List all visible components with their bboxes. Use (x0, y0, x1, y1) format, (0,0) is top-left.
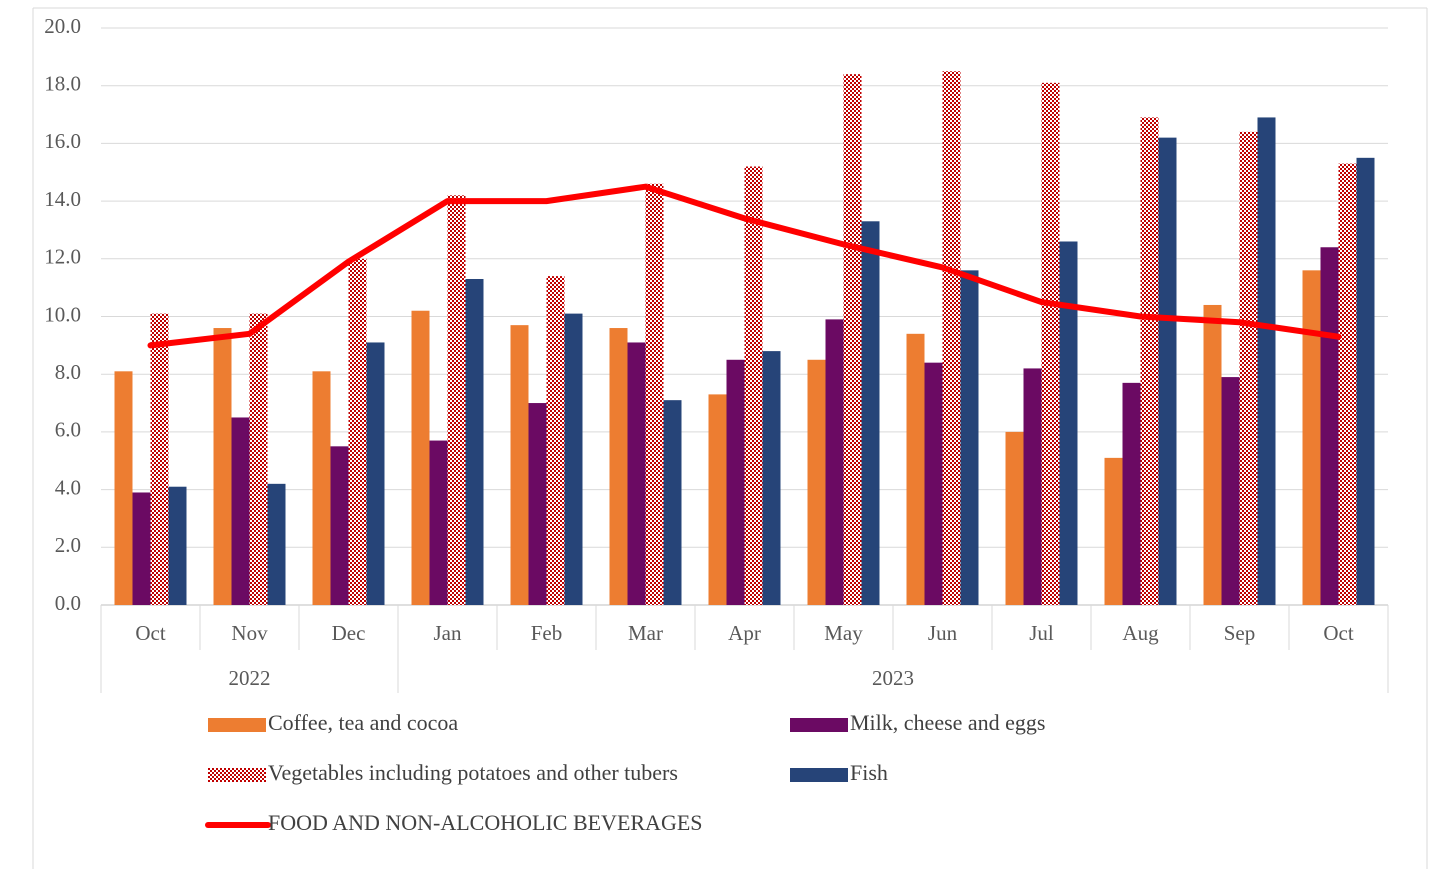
x-tick-label: Feb (531, 621, 563, 645)
x-tick-label: Aug (1122, 621, 1159, 645)
bar (231, 417, 250, 605)
bar (1203, 304, 1222, 605)
x-tick-label: Jun (928, 621, 958, 645)
y-tick-label: 18.0 (44, 72, 81, 96)
x-tick-label: Oct (1323, 621, 1353, 645)
bar (132, 492, 151, 605)
bar (645, 183, 664, 606)
bar (213, 328, 232, 605)
bar (942, 71, 961, 605)
x-tick-label: Oct (135, 621, 165, 645)
y-tick-label: 10.0 (44, 302, 81, 326)
bar (906, 333, 925, 605)
bar (312, 371, 331, 605)
bar (1023, 368, 1042, 605)
bar (1320, 247, 1339, 605)
bar (663, 400, 682, 605)
y-tick-label: 4.0 (55, 475, 81, 499)
bar (627, 342, 646, 605)
bar (1356, 157, 1375, 605)
bar (1140, 117, 1159, 605)
bar (528, 403, 547, 605)
bar (807, 359, 826, 605)
bar (825, 319, 844, 605)
bar (168, 486, 187, 605)
bar (609, 328, 628, 605)
y-tick-label: 14.0 (44, 187, 81, 211)
bar (1041, 82, 1060, 605)
y-tick-label: 8.0 (55, 360, 81, 384)
bar (366, 342, 385, 605)
legend-swatch (790, 768, 848, 782)
x-tick-label: Dec (332, 621, 366, 645)
bar (465, 278, 484, 605)
x-tick-label: Apr (728, 621, 761, 645)
group-label: 2022 (229, 666, 271, 690)
legend-label: Coffee, tea and cocoa (268, 710, 458, 735)
bar (1059, 241, 1078, 606)
bar (1338, 163, 1357, 605)
bar (960, 270, 979, 605)
line (147, 183, 1342, 349)
bar (1302, 270, 1321, 605)
bar (510, 325, 529, 605)
legend-label: Fish (850, 760, 888, 785)
legend-label: Milk, cheese and eggs (850, 710, 1046, 735)
bar (348, 258, 367, 605)
bar (150, 313, 169, 605)
bar (249, 313, 268, 605)
bar (1158, 137, 1177, 605)
bar (924, 362, 943, 605)
x-tick-label: May (824, 621, 863, 645)
bar (762, 351, 781, 605)
bar (114, 371, 133, 605)
x-tick-label: Jul (1029, 621, 1054, 645)
legend-swatch (208, 768, 266, 782)
bar (564, 313, 583, 605)
bar (1257, 117, 1276, 605)
x-tick-label: Mar (628, 621, 663, 645)
bar (744, 166, 763, 606)
x-tick-label: Nov (231, 621, 268, 645)
bar (708, 394, 727, 605)
bar (861, 221, 880, 606)
y-tick-label: 20.0 (44, 14, 81, 38)
legend-swatch (208, 718, 266, 732)
y-tick-label: 16.0 (44, 129, 81, 153)
y-tick-label: 12.0 (44, 245, 81, 269)
legend-label: Vegetables including potatoes and other … (268, 760, 678, 785)
bar (411, 310, 430, 605)
x-tick-label: Jan (434, 621, 462, 645)
bar (1104, 457, 1123, 605)
bar (447, 195, 466, 605)
x-tick-label: Sep (1224, 621, 1256, 645)
legend-swatch (790, 718, 848, 732)
group-label: 2023 (872, 666, 914, 690)
bar (843, 74, 862, 605)
bar (429, 440, 448, 605)
bar (1221, 377, 1240, 605)
legend-label: FOOD AND NON-ALCOHOLIC BEVERAGES (268, 810, 703, 835)
bar (267, 483, 286, 605)
y-tick-label: 2.0 (55, 533, 81, 557)
bar (1005, 431, 1024, 605)
bar (1239, 131, 1258, 606)
y-tick-label: 0.0 (55, 591, 81, 615)
bar (546, 276, 565, 605)
bar (330, 446, 349, 605)
bar (726, 359, 745, 605)
y-tick-label: 6.0 (55, 418, 81, 442)
bar (1122, 382, 1141, 605)
